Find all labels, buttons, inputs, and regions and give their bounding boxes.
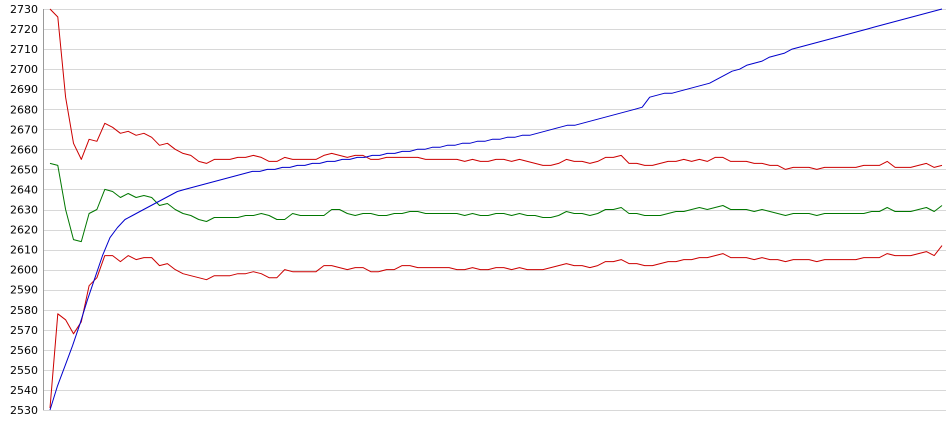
y-tick-label: 2670: [10, 123, 38, 136]
y-tick-label: 2560: [10, 344, 38, 357]
y-tick-label: 2530: [10, 404, 38, 417]
y-tick-label: 2700: [10, 63, 38, 76]
y-tick-label: 2550: [10, 364, 38, 377]
y-tick-label: 2730: [10, 3, 38, 16]
series-line-3: [49, 245, 943, 409]
y-tick-label: 2610: [10, 244, 38, 257]
y-tick-label: 2650: [10, 163, 38, 176]
y-tick-label: 2660: [10, 143, 38, 156]
y-axis-ticks: 2530 2540 2550 2560 2570 2580 2590 2600 2610 2620…: [10, 3, 38, 417]
y-tick-label: 2580: [10, 304, 38, 317]
y-tick-label: 2680: [10, 103, 38, 116]
y-tick-label: 2690: [10, 83, 38, 96]
y-tick-label: 2640: [10, 183, 38, 196]
y-tick-label: 2540: [10, 384, 38, 397]
y-tick-label: 2710: [10, 43, 38, 56]
y-tick-label: 2630: [10, 204, 38, 217]
y-tick-label: 2590: [10, 284, 38, 297]
y-tick-label: 2570: [10, 324, 38, 337]
series-line-1: [49, 8, 943, 170]
series-line-4: [49, 8, 943, 411]
series-lines: [49, 8, 943, 411]
grid: [43, 9, 946, 411]
y-tick-label: 2620: [10, 224, 38, 237]
series-line-2: [49, 162, 943, 243]
y-tick-label: 2720: [10, 23, 38, 36]
y-tick-label: 2600: [10, 264, 38, 277]
